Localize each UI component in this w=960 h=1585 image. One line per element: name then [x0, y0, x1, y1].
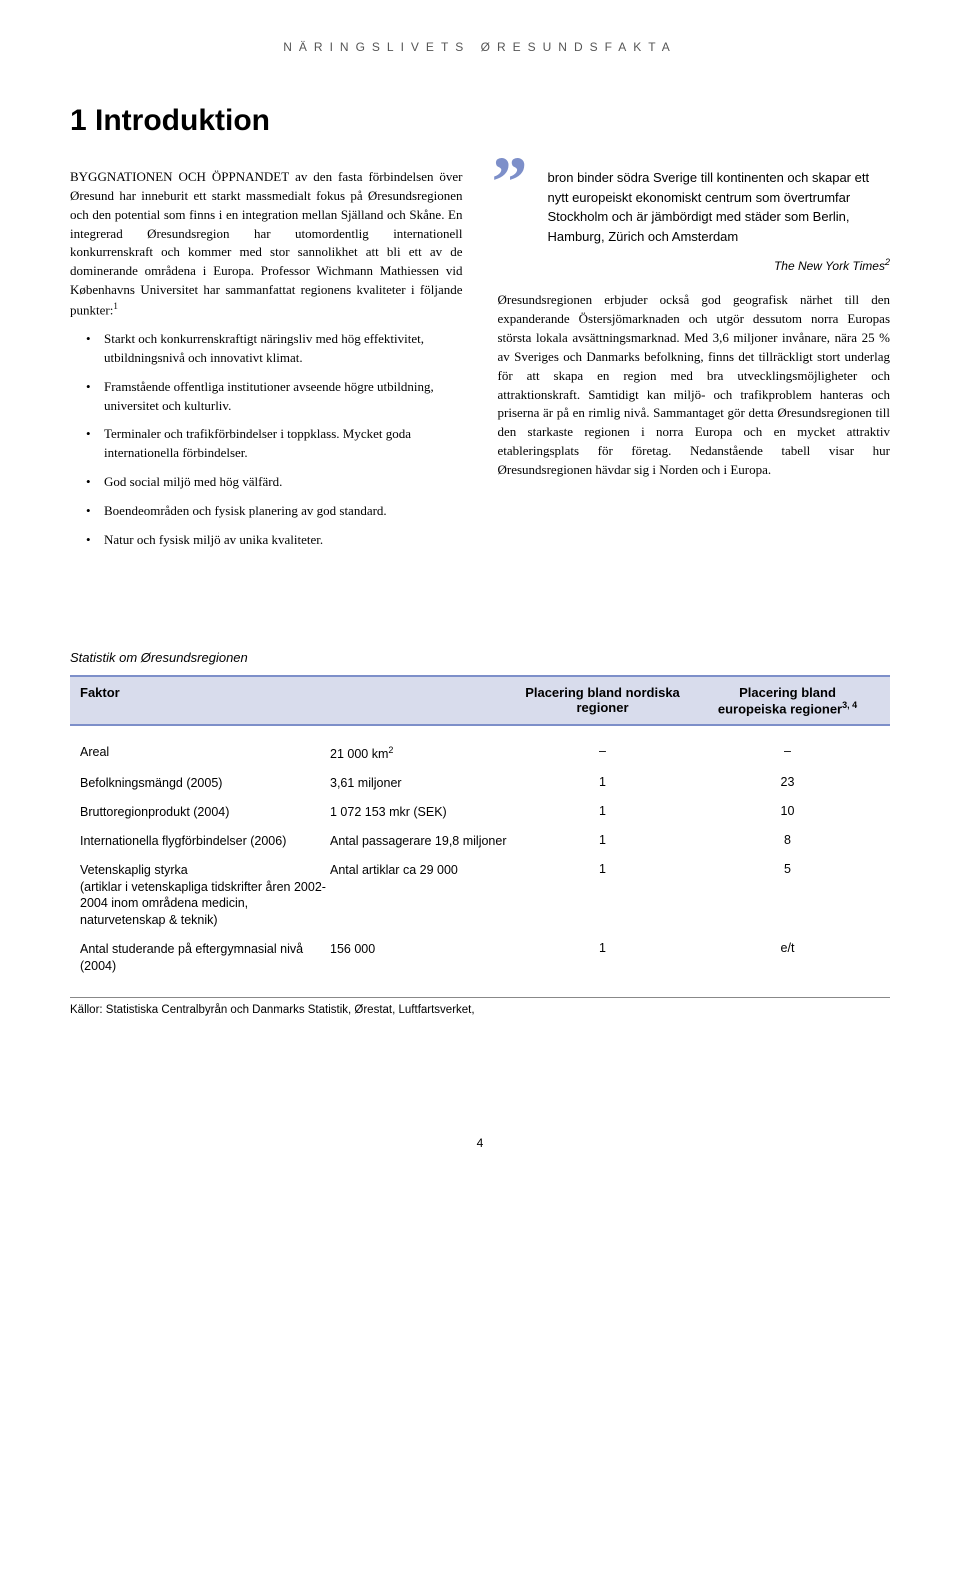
footnote-ref-34: 3, 4	[842, 700, 857, 710]
td-factor: Vetenskaplig styrka (artiklar i vetenska…	[80, 862, 330, 930]
quote-mark-icon: ”	[492, 146, 528, 218]
table-row: Internationella flygförbindelser (2006)A…	[80, 833, 880, 850]
td-factor: Bruttoregionprodukt (2004)	[80, 804, 330, 821]
list-item: Natur och fysisk miljö av unika kvalitet…	[86, 531, 463, 550]
list-item: Starkt och konkurrenskraftigt näringsliv…	[86, 330, 463, 368]
list-item: Framstående offentliga institutioner avs…	[86, 378, 463, 416]
footnote-ref-1: 1	[113, 301, 118, 311]
td-factor: Antal studerande på eftergymnasial nivå …	[80, 941, 330, 975]
table-row: Areal21 000 km2––	[80, 744, 880, 763]
table-row: Bruttoregionprodukt (2004)1 072 153 mkr …	[80, 804, 880, 821]
list-item: Terminaler och trafikförbindelser i topp…	[86, 425, 463, 463]
th-euro-line2: europeiska regioner	[718, 701, 842, 716]
left-column: BYGGNATIONEN OCH ÖPPNANDET av den fasta …	[70, 168, 463, 560]
right-column: ” bron binder södra Sverige till kontine…	[498, 168, 891, 560]
td-value: Antal artiklar ca 29 000	[330, 862, 510, 879]
unit-superscript: 2	[388, 745, 393, 755]
intro-paragraph: BYGGNATIONEN OCH ÖPPNANDET av den fasta …	[70, 168, 463, 320]
quote-source: The New York Times	[774, 259, 885, 273]
table-row: Befolkningsmängd (2005)3,61 miljoner123	[80, 775, 880, 792]
td-european: 10	[695, 804, 880, 818]
two-column-body: BYGGNATIONEN OCH ÖPPNANDET av den fasta …	[70, 168, 890, 560]
td-value: 156 000	[330, 941, 510, 958]
footnote-ref-2: 2	[885, 257, 890, 267]
quote-attribution: The New York Times2	[498, 256, 891, 275]
td-factor: Befolkningsmängd (2005)	[80, 775, 330, 792]
td-nordic: 1	[510, 775, 695, 789]
intro-text: BYGGNATIONEN OCH ÖPPNANDET av den fasta …	[70, 169, 463, 317]
intro-lead-smallcaps: BYGGNATIONEN OCH ÖPPNANDET	[70, 169, 289, 184]
table-sources: Källor: Statistiska Centralbyrån och Dan…	[70, 1004, 890, 1016]
table-title: Statistik om Øresundsregionen	[70, 650, 890, 665]
pull-quote: ” bron binder södra Sverige till kontine…	[498, 168, 891, 246]
td-european: 23	[695, 775, 880, 789]
page-number: 4	[70, 1136, 890, 1150]
table-body: Areal21 000 km2––Befolkningsmängd (2005)…	[70, 726, 890, 998]
td-nordic: 1	[510, 862, 695, 876]
td-factor: Areal	[80, 744, 330, 761]
td-european: e/t	[695, 941, 880, 955]
stats-table: Faktor Placering bland nordiska regioner…	[70, 675, 890, 998]
td-value: 21 000 km2	[330, 744, 510, 763]
td-factor: Internationella flygförbindelser (2006)	[80, 833, 330, 850]
right-body-paragraph: Øresundsregionen erbjuder också god geog…	[498, 291, 891, 479]
td-value: 3,61 miljoner	[330, 775, 510, 792]
td-nordic: 1	[510, 804, 695, 818]
td-value: 1 072 153 mkr (SEK)	[330, 804, 510, 821]
th-european: Placering bland europeiska regioner3, 4	[695, 685, 880, 716]
th-euro-line1: Placering bland	[739, 685, 836, 700]
td-value: Antal passagerare 19,8 miljoner	[330, 833, 510, 850]
table-row: Antal studerande på eftergymnasial nivå …	[80, 941, 880, 975]
td-european: 5	[695, 862, 880, 876]
td-nordic: –	[510, 744, 695, 758]
th-nordic: Placering bland nordiska regioner	[510, 685, 695, 716]
td-european: 8	[695, 833, 880, 847]
td-european: –	[695, 744, 880, 758]
list-item: God social miljö med hög välfärd.	[86, 473, 463, 492]
table-header-row: Faktor Placering bland nordiska regioner…	[70, 677, 890, 726]
quote-text: bron binder södra Sverige till kontinent…	[548, 168, 891, 246]
table-row: Vetenskaplig styrka (artiklar i vetenska…	[80, 862, 880, 930]
td-nordic: 1	[510, 941, 695, 955]
list-item: Boendeområden och fysisk planering av go…	[86, 502, 463, 521]
chapter-heading: 1 Introduktion	[70, 104, 890, 138]
th-factor: Faktor	[80, 685, 330, 716]
qualities-list: Starkt och konkurrenskraftigt näringsliv…	[86, 330, 463, 550]
running-header: NÄRINGSLIVETS ØRESUNDSFAKTA	[70, 40, 890, 54]
td-nordic: 1	[510, 833, 695, 847]
th-value-spacer	[330, 685, 510, 716]
